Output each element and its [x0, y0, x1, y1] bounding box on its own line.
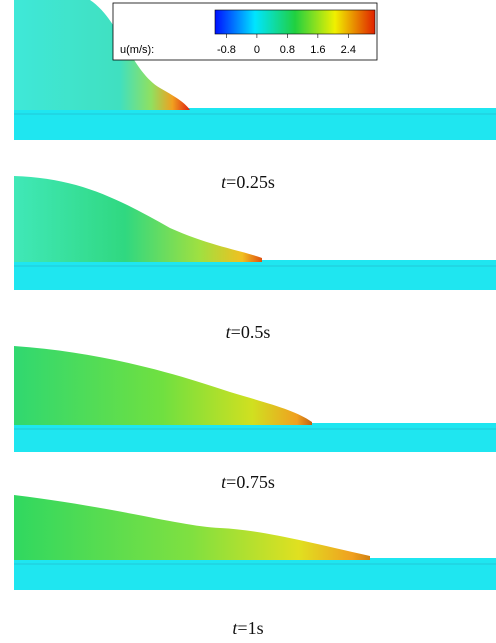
tick-label: 2.4 — [341, 44, 356, 56]
flow-body — [14, 495, 370, 560]
flow-body — [14, 346, 312, 425]
caption: t=0.25s — [0, 172, 496, 193]
caption: t=0.5s — [0, 322, 496, 343]
channel-water — [14, 260, 496, 290]
tick-label: 0 — [254, 44, 260, 56]
channel-water — [14, 108, 496, 140]
tick-label: -0.8 — [217, 44, 236, 56]
figure: u(m/s): -0.8 0 0.8 1.6 2.4 t=0.25s t=0.5s t=0.7… — [0, 0, 496, 643]
channel-water — [14, 558, 496, 590]
colorbar — [215, 10, 375, 34]
caption: t=0.75s — [0, 472, 496, 493]
channel-water — [14, 423, 496, 452]
caption: t=1s — [0, 618, 496, 639]
tick-label: 0.8 — [280, 44, 295, 56]
tick-label: 1.6 — [310, 44, 325, 56]
colorbar-label: u(m/s): — [120, 44, 154, 56]
